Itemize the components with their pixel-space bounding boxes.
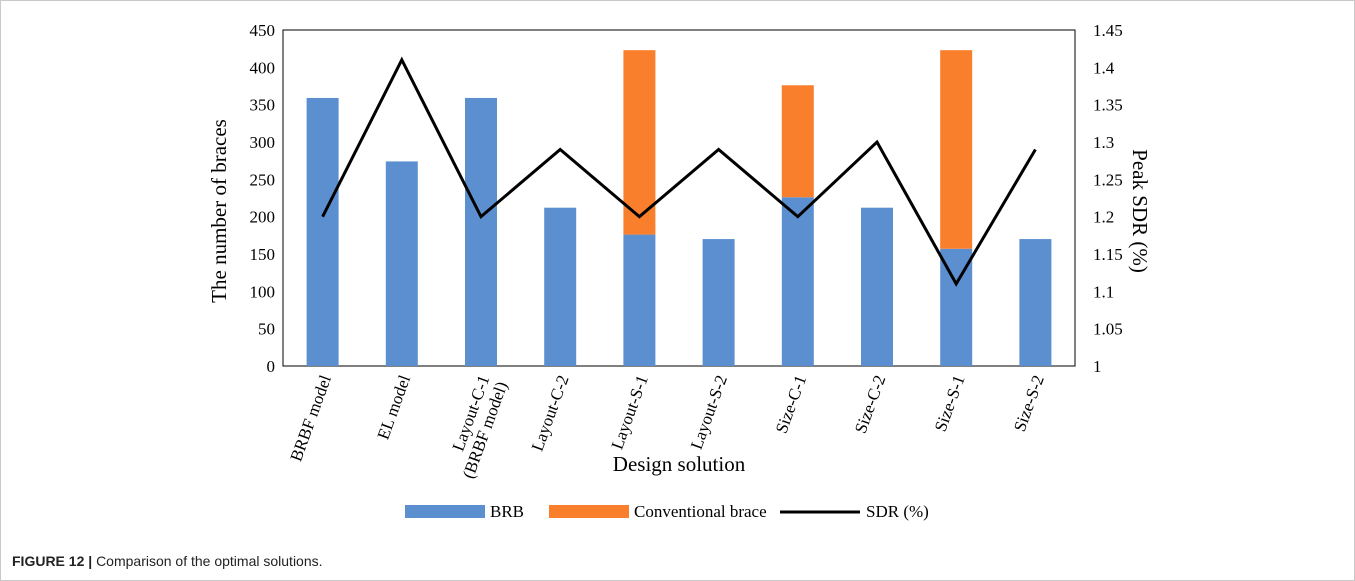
figure-caption-text: Comparison of the optimal solutions.	[96, 553, 323, 569]
legend: BRB Conventional brace SDR (%)	[405, 502, 929, 521]
legend-swatch-conventional-brace	[549, 505, 629, 518]
left-tick-label: 0	[267, 357, 276, 376]
right-tick-label: 1.2	[1093, 208, 1114, 227]
bar-conventional-brace-8	[940, 50, 973, 249]
category-label-line: Layout-S-2	[687, 373, 731, 452]
category-label-7: Size-C-2	[851, 373, 890, 436]
left-tick-label: 300	[250, 133, 276, 152]
category-label-line: Layout-S-1	[608, 373, 652, 452]
right-tick-label: 1	[1093, 357, 1102, 376]
right-tick-label: 1.25	[1093, 170, 1123, 189]
left-tick-label: 350	[250, 96, 276, 115]
left-tick-label: 50	[258, 320, 275, 339]
bar-brb-1	[385, 161, 418, 366]
left-axis-ticks: 0 50 100 150 200 250 300 350 400 450	[250, 21, 276, 376]
right-tick-label: 1.35	[1093, 96, 1123, 115]
sdr-line	[321, 56, 1037, 287]
right-tick-label: 1.05	[1093, 320, 1123, 339]
left-axis-title: The number of braces	[207, 119, 231, 303]
category-label-line: BRBF model	[286, 372, 335, 464]
bar-brb-4	[623, 234, 656, 366]
bar-brb-7	[861, 207, 893, 366]
category-label-6: Size-C-1	[772, 373, 811, 436]
left-tick-label: 100	[250, 282, 276, 301]
category-label-0: BRBF model	[286, 372, 335, 464]
right-tick-label: 1.3	[1093, 133, 1114, 152]
left-tick-label: 400	[250, 58, 276, 77]
legend-swatch-brb	[405, 505, 485, 518]
right-tick-label: 1.15	[1093, 245, 1123, 264]
category-label-line: Size-C-1	[772, 373, 811, 436]
bar-brb-9	[1019, 239, 1052, 366]
category-label-line: Layout-C-2	[528, 373, 573, 454]
category-label-5: Layout-S-2	[687, 373, 731, 452]
figure-caption: FIGURE 12 | Comparison of the optimal so…	[12, 553, 323, 569]
legend-label-conventional-brace: Conventional brace	[634, 502, 767, 521]
category-label-line: EL model	[374, 372, 415, 442]
bar-brb-5	[702, 239, 735, 366]
x-axis-title: Design solution	[613, 452, 746, 476]
right-tick-label: 1.1	[1093, 282, 1114, 301]
right-axis-title: Peak SDR (%)	[1128, 149, 1152, 273]
left-tick-label: 150	[250, 245, 276, 264]
sdr-line-group	[321, 56, 1037, 287]
bar-conventional-brace-6	[781, 85, 814, 198]
bar-brb-6	[781, 197, 814, 366]
category-label-2: Layout-C-1(BRBF model)	[448, 373, 511, 481]
plot-frame	[282, 29, 1076, 367]
bars-group	[306, 50, 1052, 367]
category-label-3: Layout-C-2	[528, 373, 573, 454]
category-label-8: Size-S-1	[931, 373, 969, 435]
left-tick-label: 250	[250, 170, 276, 189]
right-tick-label: 1.4	[1093, 58, 1115, 77]
category-label-line: Size-S-2	[1010, 373, 1048, 435]
legend-label-brb: BRB	[490, 502, 524, 521]
category-label-4: Layout-S-1	[608, 373, 652, 452]
category-label-line: Size-C-2	[851, 373, 890, 436]
category-label-9: Size-S-2	[1010, 373, 1048, 435]
bar-brb-2	[465, 97, 497, 367]
category-label-line: Size-S-1	[931, 373, 969, 435]
bar-brb-0	[306, 97, 339, 367]
category-label-1: EL model	[374, 372, 415, 442]
legend-label-sdr: SDR (%)	[866, 502, 929, 521]
right-tick-label: 1.45	[1093, 21, 1123, 40]
bar-brb-3	[544, 207, 577, 366]
figure-caption-label: FIGURE 12 |	[12, 553, 93, 569]
right-axis-ticks: 1 1.05 1.1 1.15 1.2 1.25 1.3 1.35 1.4 1.45	[1093, 21, 1123, 376]
left-tick-label: 450	[250, 21, 276, 40]
left-tick-label: 200	[250, 208, 276, 227]
bar-conventional-brace-4	[623, 50, 656, 235]
plot-area	[282, 29, 1076, 367]
